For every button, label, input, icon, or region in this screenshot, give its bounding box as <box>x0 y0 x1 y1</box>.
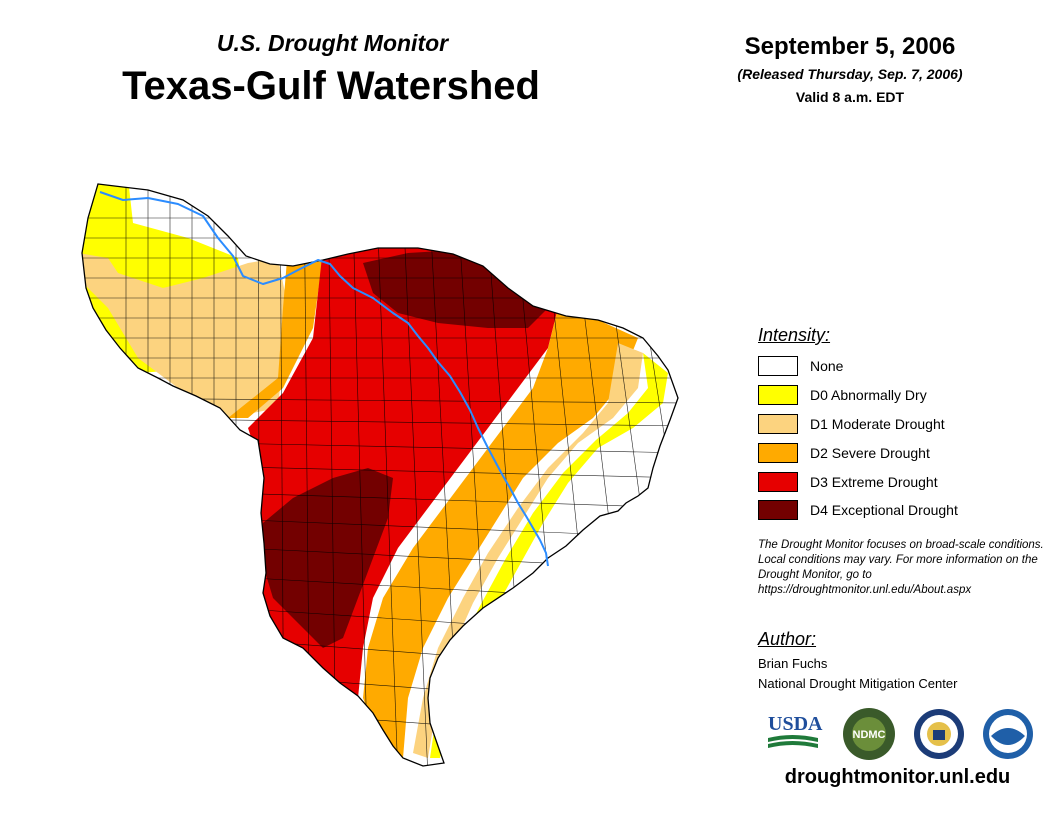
legend-heading: Intensity: <box>758 325 831 345</box>
river-line <box>99 191 549 567</box>
author-heading: Author: <box>758 629 817 649</box>
website-url[interactable]: droughtmonitor.unl.edu <box>784 766 1011 788</box>
valid-time: Valid 8 a.m. EDT <box>795 89 905 105</box>
legend-label: D4 Exceptional Drought <box>810 502 958 518</box>
legend-label: D2 Severe Drought <box>810 445 930 461</box>
usda-logo: USDA <box>768 713 823 748</box>
map-subtitle: U.S. Drought Monitor <box>216 30 449 56</box>
legend-swatch <box>758 385 798 405</box>
author-name: Brian Fuchs <box>758 656 828 671</box>
legend-label: D0 Abnormally Dry <box>810 387 927 403</box>
author-org: National Drought Mitigation Center <box>758 676 958 691</box>
legend-label: D1 Moderate Drought <box>810 416 945 432</box>
watershed-boundary <box>81 183 679 767</box>
legend-item-d2: D2 Severe Drought <box>758 442 930 464</box>
legend-label: D3 Extreme Drought <box>810 474 938 490</box>
legend-swatch <box>758 500 798 520</box>
release-date: (Released Thursday, Sep. 7, 2006) <box>737 66 963 82</box>
legend-item-d4: D4 Exceptional Drought <box>758 499 958 521</box>
noaa-logo-text: NOAA <box>999 724 1017 730</box>
legend-swatch <box>758 414 798 434</box>
legend-item-d1: D1 Moderate Drought <box>758 413 945 435</box>
legend-item-d0: D0 Abnormally Dry <box>758 384 927 406</box>
ndmc-logo-text: NDMC <box>853 729 886 741</box>
usda-logo-text: USDA <box>768 713 823 735</box>
noaa-logo: NOAA <box>983 709 1033 759</box>
legend-label: None <box>810 358 844 374</box>
legend-swatch <box>758 472 798 492</box>
legend-item-none: None <box>758 355 843 377</box>
map-date: September 5, 2006 <box>744 33 956 60</box>
legend-item-d3: D3 Extreme Drought <box>758 471 938 493</box>
doc-seal-logo <box>914 709 964 759</box>
map-title: Texas-Gulf Watershed <box>122 64 540 108</box>
agency-logos: USDA NDMC NOAA <box>768 708 1033 760</box>
ndmc-logo: NDMC <box>843 708 895 760</box>
legend-swatch <box>758 356 798 376</box>
disclaimer-note: The Drought Monitor focuses on broad-sca… <box>758 539 1044 596</box>
legend-swatch <box>758 443 798 463</box>
drought-map <box>81 183 679 767</box>
